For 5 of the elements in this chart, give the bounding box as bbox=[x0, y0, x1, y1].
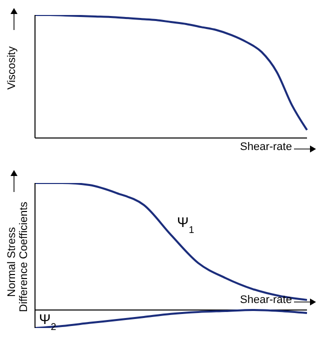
y-axis-title: Viscosity bbox=[6, 46, 18, 90]
y-axis-title: Normal Stress Difference Coefficients bbox=[6, 202, 30, 312]
x-axis-title: Shear-rate bbox=[240, 141, 292, 153]
x-axis-title: Shear-rate bbox=[240, 294, 292, 306]
series-label: Ψ$_{1}$ bbox=[177, 214, 194, 236]
